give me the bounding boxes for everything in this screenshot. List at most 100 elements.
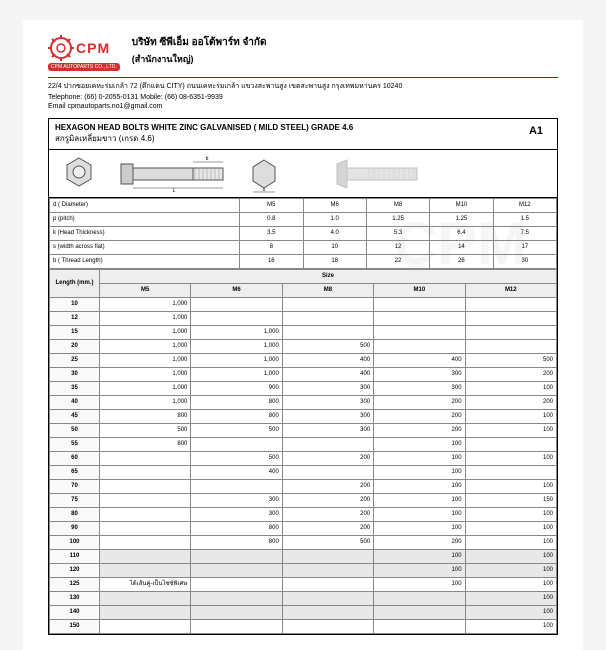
- qty-cell: [282, 326, 373, 340]
- qty-cell: 500: [191, 424, 282, 438]
- qty-cell: [282, 438, 373, 452]
- size-col-header: M5: [100, 284, 191, 298]
- length-cell: 140: [50, 606, 100, 620]
- qty-cell: 200: [282, 522, 373, 536]
- size-col-header: M12: [465, 284, 556, 298]
- spec-value: 12: [366, 241, 429, 255]
- qty-cell: 1,000: [100, 326, 191, 340]
- length-cell: 110: [50, 550, 100, 564]
- qty-cell: [374, 340, 465, 354]
- company-office: (สำนักงานใหญ่): [132, 52, 267, 66]
- qty-cell: 800: [100, 438, 191, 452]
- qty-cell: 100: [465, 382, 556, 396]
- qty-cell: [191, 606, 282, 620]
- qty-cell: 100: [465, 536, 556, 550]
- qty-cell: 100: [374, 522, 465, 536]
- qty-cell: 200: [465, 368, 556, 382]
- qty-cell: 200: [282, 452, 373, 466]
- qty-cell: 400: [191, 466, 282, 480]
- length-cell: 35: [50, 382, 100, 396]
- qty-cell: 800: [191, 522, 282, 536]
- qty-cell: [191, 578, 282, 592]
- qty-cell: [100, 550, 191, 564]
- qty-cell: 200: [465, 396, 556, 410]
- qty-cell: [100, 536, 191, 550]
- spec-value: M6: [303, 199, 366, 213]
- svg-text:L: L: [173, 188, 176, 194]
- qty-cell: [374, 606, 465, 620]
- length-cell: 55: [50, 438, 100, 452]
- qty-cell: 1,000: [100, 354, 191, 368]
- qty-cell: [465, 312, 556, 326]
- spec-value: 1.5: [493, 213, 556, 227]
- qty-cell: 800: [191, 536, 282, 550]
- spec-label: b ( Thread Length): [50, 255, 240, 269]
- qty-cell: [100, 494, 191, 508]
- company-address-block: 22/4 ปากซอยเคหะร่มเกล้า 72 (ตึกแดน CITY)…: [48, 77, 558, 110]
- length-cell: 125: [50, 578, 100, 592]
- qty-cell: ได้เส้นคู่-เป็นไซซ์พิเศษ: [100, 578, 191, 592]
- qty-cell: [282, 312, 373, 326]
- company-logo: CPM CPM AUTOPARTS CO., LTD.: [48, 35, 120, 71]
- qty-cell: [100, 480, 191, 494]
- qty-cell: 500: [191, 452, 282, 466]
- length-cell: 20: [50, 340, 100, 354]
- qty-cell: 100: [465, 578, 556, 592]
- address-line: 22/4 ปากซอยเคหะร่มเกล้า 72 (ตึกแดน CITY)…: [48, 81, 558, 92]
- qty-cell: [100, 466, 191, 480]
- length-cell: 60: [50, 452, 100, 466]
- qty-cell: 800: [191, 410, 282, 424]
- bolt-diagram: L b s: [49, 150, 557, 198]
- length-cell: 130: [50, 592, 100, 606]
- qty-cell: 500: [100, 424, 191, 438]
- qty-cell: [191, 620, 282, 634]
- length-cell: 75: [50, 494, 100, 508]
- length-header: Length (mm.): [50, 270, 100, 298]
- qty-cell: 300: [282, 424, 373, 438]
- spec-value: 7.5: [493, 227, 556, 241]
- qty-cell: [465, 340, 556, 354]
- qty-cell: 300: [191, 508, 282, 522]
- spec-value: 6.4: [430, 227, 493, 241]
- qty-cell: [374, 620, 465, 634]
- qty-cell: 1,000: [100, 298, 191, 312]
- qty-cell: [374, 298, 465, 312]
- phone-line: Telephone: (66) 0-2055-0131 Mobile: (66)…: [48, 94, 558, 101]
- qty-cell: 300: [374, 382, 465, 396]
- qty-cell: 100: [374, 494, 465, 508]
- qty-cell: 100: [465, 550, 556, 564]
- qty-cell: 1,000: [100, 368, 191, 382]
- size-col-header: M8: [282, 284, 373, 298]
- spec-value: 14: [430, 241, 493, 255]
- spec-label: s (width across flat): [50, 241, 240, 255]
- length-cell: 12: [50, 312, 100, 326]
- qty-cell: [100, 522, 191, 536]
- qty-cell: 900: [191, 382, 282, 396]
- length-cell: 80: [50, 508, 100, 522]
- spec-sheet: CPM HEXAGON HEAD BOLTS WHITE ZINC GALVAN…: [48, 118, 558, 635]
- qty-cell: [282, 620, 373, 634]
- qty-cell: 100: [465, 620, 556, 634]
- qty-cell: 100: [465, 424, 556, 438]
- size-table: Length (mm.)SizeM5M6M8M10M12101,000121,0…: [49, 269, 557, 634]
- qty-cell: 1,000: [191, 340, 282, 354]
- qty-cell: 100: [374, 508, 465, 522]
- spec-label: k (Head Thickness): [50, 227, 240, 241]
- qty-cell: 300: [374, 368, 465, 382]
- qty-cell: 200: [374, 396, 465, 410]
- qty-cell: [191, 480, 282, 494]
- length-cell: 90: [50, 522, 100, 536]
- spec-value: 10: [303, 241, 366, 255]
- svg-text:b: b: [206, 156, 209, 162]
- qty-cell: [374, 326, 465, 340]
- qty-cell: [191, 564, 282, 578]
- length-cell: 70: [50, 480, 100, 494]
- qty-cell: 800: [100, 410, 191, 424]
- length-cell: 150: [50, 620, 100, 634]
- spec-value: M5: [240, 199, 303, 213]
- sheet-code: A1: [521, 123, 551, 145]
- spec-value: 0.8: [240, 213, 303, 227]
- spec-value: 16: [240, 255, 303, 269]
- qty-cell: [282, 592, 373, 606]
- qty-cell: 400: [282, 354, 373, 368]
